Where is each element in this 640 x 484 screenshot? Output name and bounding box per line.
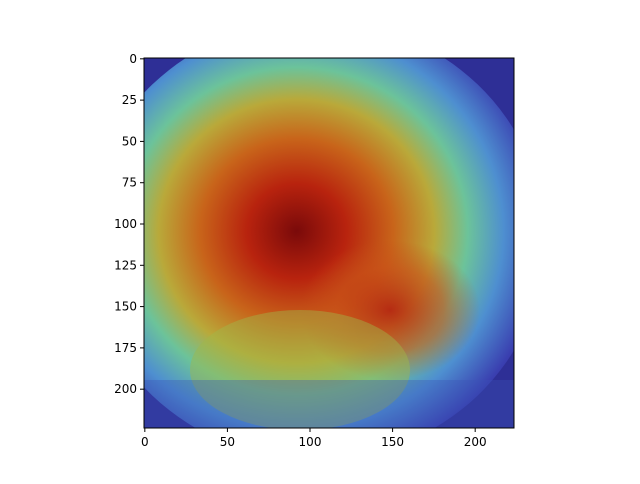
x-tick-label: 50: [220, 435, 235, 449]
y-tick-label: 25: [122, 93, 137, 107]
y-tick-label: 175: [114, 341, 137, 355]
y-tick-label: 125: [114, 258, 137, 272]
x-tick-label: 0: [141, 435, 149, 449]
y-tick-label: 100: [114, 217, 137, 231]
axes: 0 50 100 150 200 0 25 50 75 100 125 150 175 200: [114, 52, 487, 449]
x-tick-label: 200: [464, 435, 487, 449]
y-tick-label: 50: [122, 134, 137, 148]
heatmap-image: [144, 58, 514, 428]
x-tick-label: 150: [381, 435, 404, 449]
y-tick-label: 0: [129, 52, 137, 66]
y-tick-label: 200: [114, 382, 137, 396]
x-tick-label: 100: [299, 435, 322, 449]
y-tick-label: 75: [122, 176, 137, 190]
axes-frame: [143, 57, 515, 429]
y-tick-label: 150: [114, 300, 137, 314]
